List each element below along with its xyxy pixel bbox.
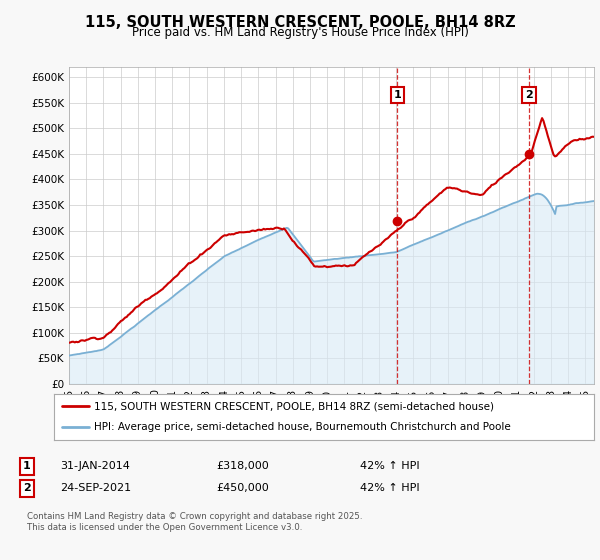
Text: 115, SOUTH WESTERN CRESCENT, POOLE, BH14 8RZ: 115, SOUTH WESTERN CRESCENT, POOLE, BH14… [85, 15, 515, 30]
Text: 42% ↑ HPI: 42% ↑ HPI [360, 483, 419, 493]
Text: 1: 1 [23, 461, 31, 472]
Text: 2: 2 [23, 483, 31, 493]
Text: HPI: Average price, semi-detached house, Bournemouth Christchurch and Poole: HPI: Average price, semi-detached house,… [95, 422, 511, 432]
Text: 2: 2 [525, 90, 533, 100]
Text: 115, SOUTH WESTERN CRESCENT, POOLE, BH14 8RZ (semi-detached house): 115, SOUTH WESTERN CRESCENT, POOLE, BH14… [95, 401, 494, 411]
Text: £450,000: £450,000 [216, 483, 269, 493]
Text: Contains HM Land Registry data © Crown copyright and database right 2025.
This d: Contains HM Land Registry data © Crown c… [27, 512, 362, 532]
Text: 24-SEP-2021: 24-SEP-2021 [60, 483, 131, 493]
Text: 42% ↑ HPI: 42% ↑ HPI [360, 461, 419, 472]
Text: 31-JAN-2014: 31-JAN-2014 [60, 461, 130, 472]
Text: £318,000: £318,000 [216, 461, 269, 472]
Text: 1: 1 [394, 90, 401, 100]
Text: Price paid vs. HM Land Registry's House Price Index (HPI): Price paid vs. HM Land Registry's House … [131, 26, 469, 39]
